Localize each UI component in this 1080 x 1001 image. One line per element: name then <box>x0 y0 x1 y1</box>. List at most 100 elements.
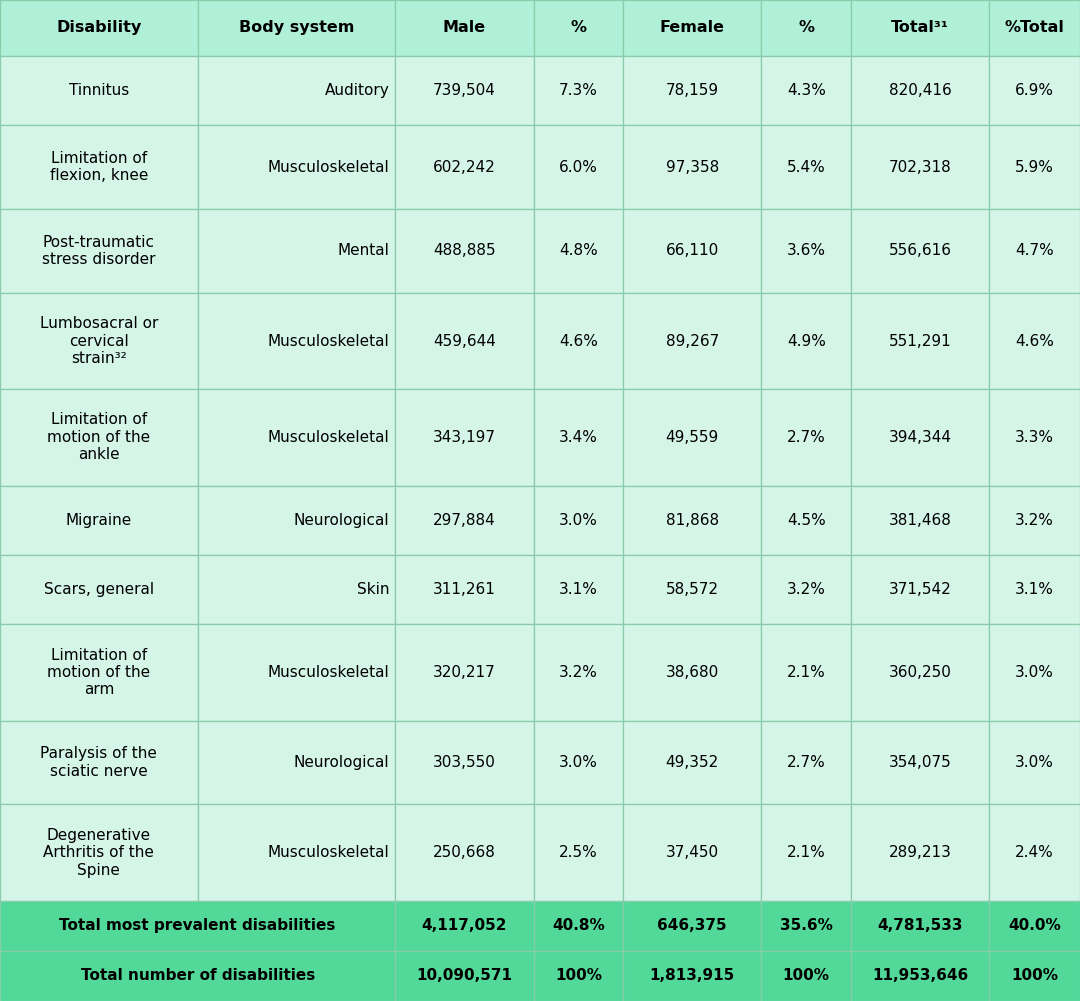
Bar <box>623 901 761 951</box>
Bar <box>989 625 1080 721</box>
Text: 556,616: 556,616 <box>889 243 951 258</box>
Text: Mental: Mental <box>337 243 389 258</box>
Text: Disability: Disability <box>56 20 141 35</box>
Text: 551,291: 551,291 <box>889 333 951 348</box>
Text: 6.9%: 6.9% <box>1015 83 1054 98</box>
Bar <box>851 389 989 485</box>
Text: 49,559: 49,559 <box>665 429 719 444</box>
Text: Musculoskeletal: Musculoskeletal <box>268 429 389 444</box>
Bar <box>989 485 1080 555</box>
Bar <box>851 209 989 293</box>
Text: 311,261: 311,261 <box>433 583 496 598</box>
Bar <box>851 485 989 555</box>
Bar <box>0 293 198 389</box>
Bar <box>623 293 761 389</box>
Text: 40.8%: 40.8% <box>552 918 605 933</box>
Text: Skin: Skin <box>356 583 389 598</box>
Bar <box>989 209 1080 293</box>
Bar <box>0 805 198 901</box>
Bar <box>851 293 989 389</box>
Text: 343,197: 343,197 <box>433 429 496 444</box>
Bar <box>761 389 851 485</box>
Bar <box>851 901 989 951</box>
Bar <box>534 389 623 485</box>
Bar <box>623 0 761 56</box>
Bar <box>851 721 989 805</box>
Bar <box>198 125 395 209</box>
Bar <box>623 125 761 209</box>
Bar <box>989 125 1080 209</box>
Bar <box>395 805 534 901</box>
Text: Limitation of
motion of the
ankle: Limitation of motion of the ankle <box>48 412 150 462</box>
Bar <box>761 555 851 625</box>
Text: Limitation of
motion of the
arm: Limitation of motion of the arm <box>48 648 150 698</box>
Bar <box>623 555 761 625</box>
Text: Tinnitus: Tinnitus <box>69 83 129 98</box>
Text: 78,159: 78,159 <box>665 83 719 98</box>
Text: 3.0%: 3.0% <box>1015 665 1054 680</box>
Bar <box>198 625 395 721</box>
Text: Post-traumatic
stress disorder: Post-traumatic stress disorder <box>42 235 156 267</box>
Bar <box>623 56 761 125</box>
Bar <box>851 125 989 209</box>
Bar <box>989 389 1080 485</box>
Bar <box>761 125 851 209</box>
Bar <box>534 209 623 293</box>
Bar <box>198 485 395 555</box>
Text: Musculoskeletal: Musculoskeletal <box>268 333 389 348</box>
Text: %: % <box>570 20 586 35</box>
Bar <box>0 901 395 951</box>
Bar <box>198 209 395 293</box>
Text: 3.2%: 3.2% <box>559 665 597 680</box>
Text: 602,242: 602,242 <box>433 159 496 174</box>
Bar <box>198 293 395 389</box>
Text: 100%: 100% <box>783 968 829 983</box>
Text: 297,884: 297,884 <box>433 513 496 528</box>
Bar <box>623 625 761 721</box>
Bar <box>534 951 623 1001</box>
Bar <box>761 485 851 555</box>
Text: 320,217: 320,217 <box>433 665 496 680</box>
Bar <box>198 0 395 56</box>
Bar <box>989 951 1080 1001</box>
Text: 4,117,052: 4,117,052 <box>421 918 508 933</box>
Bar <box>0 555 198 625</box>
Text: 2.1%: 2.1% <box>787 665 825 680</box>
Text: 303,550: 303,550 <box>433 755 496 770</box>
Bar <box>851 951 989 1001</box>
Bar <box>534 293 623 389</box>
Text: Female: Female <box>660 20 725 35</box>
Bar <box>851 0 989 56</box>
Text: 37,450: 37,450 <box>665 845 719 860</box>
Bar <box>534 125 623 209</box>
Bar <box>198 555 395 625</box>
Bar <box>623 389 761 485</box>
Text: 4.8%: 4.8% <box>559 243 597 258</box>
Bar <box>989 555 1080 625</box>
Bar <box>761 56 851 125</box>
Text: Neurological: Neurological <box>294 755 389 770</box>
Text: 459,644: 459,644 <box>433 333 496 348</box>
Bar <box>0 951 395 1001</box>
Text: 820,416: 820,416 <box>889 83 951 98</box>
Text: Limitation of
flexion, knee: Limitation of flexion, knee <box>50 151 148 183</box>
Bar <box>534 805 623 901</box>
Bar <box>534 625 623 721</box>
Bar <box>198 721 395 805</box>
Text: Musculoskeletal: Musculoskeletal <box>268 665 389 680</box>
Text: 1,813,915: 1,813,915 <box>650 968 734 983</box>
Text: Scars, general: Scars, general <box>44 583 153 598</box>
Text: 3.0%: 3.0% <box>559 513 597 528</box>
Text: 2.1%: 2.1% <box>787 845 825 860</box>
Bar <box>395 721 534 805</box>
Bar <box>989 901 1080 951</box>
Text: 4.3%: 4.3% <box>787 83 825 98</box>
Text: 4.6%: 4.6% <box>559 333 597 348</box>
Text: Musculoskeletal: Musculoskeletal <box>268 845 389 860</box>
Bar <box>534 485 623 555</box>
Bar <box>623 485 761 555</box>
Text: 739,504: 739,504 <box>433 83 496 98</box>
Bar <box>395 625 534 721</box>
Bar <box>395 293 534 389</box>
Bar <box>0 625 198 721</box>
